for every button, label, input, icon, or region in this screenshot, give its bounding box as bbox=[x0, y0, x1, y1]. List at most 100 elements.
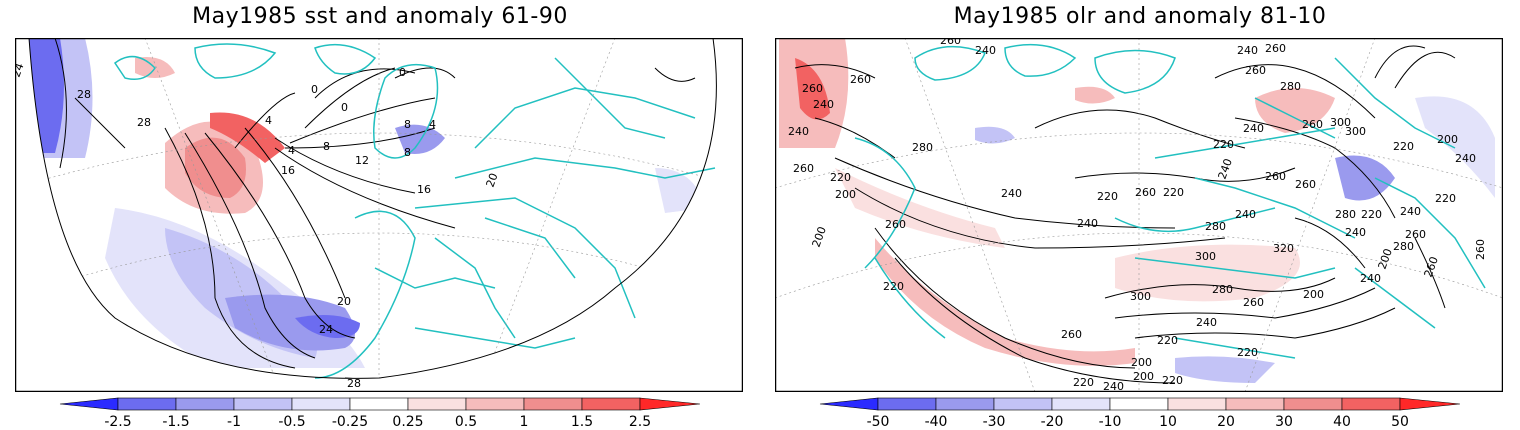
olr-map-frame: 260 240 260 240 240 260 220 280 240 220 … bbox=[775, 38, 1503, 392]
olr-colorbar-swatch bbox=[935, 397, 995, 411]
olr-contour-label: 220 bbox=[1073, 376, 1094, 389]
olr-contour-label: 300 bbox=[1345, 125, 1366, 138]
olr-coastlines bbox=[854, 43, 1486, 359]
olr-contour-label: 240 bbox=[1243, 122, 1264, 135]
olr-contour-label: 240 bbox=[1400, 205, 1421, 218]
sst-colorbar-label: -1 bbox=[227, 414, 241, 430]
olr-contour-label: 240 bbox=[1103, 380, 1124, 392]
olr-contour-label: 240 bbox=[1216, 157, 1235, 181]
olr-contour-label: 260 bbox=[1245, 64, 1266, 77]
sst-colorbar-label: 1 bbox=[520, 414, 529, 430]
olr-contour-label: 260 bbox=[1135, 186, 1156, 199]
olr-colorbar-label: -10 bbox=[1099, 414, 1122, 430]
olr-contour-label: 240 bbox=[975, 44, 996, 57]
sst-contour-label: 0 bbox=[311, 83, 318, 96]
olr-contour-label: 240 bbox=[1455, 152, 1476, 165]
olr-contour-label: 200 bbox=[1437, 133, 1458, 146]
olr-contour-label: 220 bbox=[1361, 208, 1382, 221]
olr-contour-label: 200 bbox=[810, 225, 829, 249]
sst-contour-label: 20 bbox=[484, 171, 501, 189]
sst-contour-label: 28 bbox=[137, 116, 151, 129]
olr-contour-label: 240 bbox=[1001, 187, 1022, 200]
olr-contour-label: 260 bbox=[1265, 170, 1286, 183]
olr-contours bbox=[794, 45, 1456, 384]
sst-colorbar-arrow-low bbox=[59, 397, 119, 411]
olr-graticule bbox=[775, 38, 1503, 392]
olr-contour-label: 320 bbox=[1273, 242, 1294, 255]
olr-contour-label: 220 bbox=[1097, 190, 1118, 203]
olr-contour-label: 220 bbox=[1157, 334, 1178, 347]
anomaly-pos-small-north bbox=[1075, 86, 1115, 104]
sst-colorbar-label: 0.25 bbox=[392, 414, 423, 430]
anomaly-neg-small-center bbox=[975, 126, 1015, 144]
olr-contour-label: 220 bbox=[883, 280, 904, 293]
olr-contour-label: 300 bbox=[1195, 250, 1216, 263]
olr-contour-label: 260 bbox=[1474, 239, 1487, 260]
sst-contour-label: 8 bbox=[404, 146, 411, 159]
olr-contour-label: 220 bbox=[1163, 186, 1184, 199]
olr-contour-label: 260 bbox=[850, 73, 871, 86]
olr-contour-label: 260 bbox=[802, 82, 823, 95]
sst-contour-label: 4 bbox=[288, 144, 295, 157]
anomaly-neg-southeast bbox=[225, 294, 355, 351]
sst-colorbar-swatch bbox=[523, 397, 583, 411]
sst-contours bbox=[54, 38, 696, 379]
olr-contour-label: 300 bbox=[1330, 116, 1351, 129]
sst-map: 24 28 28 0 0 0 4 4 4 8 8 8 12 16 16 20 2… bbox=[15, 38, 743, 392]
olr-contour-label: 240 bbox=[813, 98, 834, 111]
olr-colorbar-swatch bbox=[993, 397, 1053, 411]
sst-colorbar-label: -0.5 bbox=[278, 414, 305, 430]
sst-colorbar-swatch bbox=[117, 397, 177, 411]
olr-anomaly-shading bbox=[779, 38, 1495, 383]
sst-contour-label: 8 bbox=[323, 140, 330, 153]
anomaly-pos-arc bbox=[875, 238, 1135, 366]
olr-contour-label: 260 bbox=[1061, 328, 1082, 341]
olr-contour-label: 280 bbox=[1212, 283, 1233, 296]
anomaly-pos-east bbox=[1255, 88, 1335, 133]
olr-contour-label: 220 bbox=[830, 171, 851, 184]
sst-colorbar-swatch bbox=[349, 397, 409, 411]
sst-colorbar-label: -2.5 bbox=[104, 414, 131, 430]
sst-coastlines bbox=[113, 43, 716, 379]
sst-colorbar-label: 0.5 bbox=[455, 414, 477, 430]
sst-colorbar-swatch bbox=[233, 397, 293, 411]
olr-map-border bbox=[775, 38, 1503, 392]
sst-map-frame: 24 28 28 0 0 0 4 4 4 8 8 8 12 16 16 20 2… bbox=[15, 38, 743, 392]
olr-colorbar-label: -40 bbox=[925, 414, 948, 430]
sst-contour-label: 0 bbox=[341, 101, 348, 114]
olr-colorbar-graphic: -50 -40 -30 -20 -10 10 20 30 40 50 bbox=[819, 397, 1461, 430]
olr-contour-label: 280 bbox=[1205, 220, 1226, 233]
olr-contour-label: 240 bbox=[1196, 316, 1217, 329]
olr-colorbar-swatch bbox=[1225, 397, 1285, 411]
olr-colorbar-label: -20 bbox=[1041, 414, 1064, 430]
anomaly-pos-north-africa bbox=[1115, 244, 1300, 302]
sst-map-boundary bbox=[28, 38, 717, 379]
olr-contour-label: 200 bbox=[1133, 370, 1154, 383]
olr-contour-label: 240 bbox=[1360, 272, 1381, 285]
sst-colorbar-label: 1.5 bbox=[571, 414, 593, 430]
olr-contour-label: 260 bbox=[1405, 228, 1426, 241]
olr-contour-label: 260 bbox=[1295, 178, 1316, 191]
sst-contour-label: 12 bbox=[355, 154, 369, 167]
sst-colorbar-swatch bbox=[407, 397, 467, 411]
olr-contour-label: 260 bbox=[1265, 42, 1286, 55]
olr-contour-label: 260 bbox=[1243, 296, 1264, 309]
olr-contour-label: 240 bbox=[1345, 226, 1366, 239]
olr-colorbar-swatch bbox=[1109, 397, 1169, 411]
olr-colorbar-label: 30 bbox=[1275, 414, 1293, 430]
sst-contour-label: 16 bbox=[281, 164, 295, 177]
olr-colorbar-swatch bbox=[1167, 397, 1227, 411]
olr-contour-label: 220 bbox=[1213, 138, 1234, 151]
anomaly-neg-south bbox=[1175, 356, 1275, 383]
sst-contour-label: 28 bbox=[77, 88, 91, 101]
olr-colorbar-label: 10 bbox=[1159, 414, 1177, 430]
anomaly-neg-core-south bbox=[295, 314, 360, 338]
sst-colorbar-swatch bbox=[465, 397, 525, 411]
sst-colorbar-label: -1.5 bbox=[162, 414, 189, 430]
olr-colorbar: -50 -40 -30 -20 -10 10 20 30 40 50 bbox=[760, 396, 1520, 430]
olr-colorbar-label: 50 bbox=[1391, 414, 1409, 430]
sst-contour-label: 4 bbox=[265, 114, 272, 127]
sst-panel: May1985 sst and anomaly 61-90 bbox=[15, 4, 743, 430]
sst-contour-label: 20 bbox=[337, 295, 351, 308]
sst-contour-label: 0 bbox=[399, 66, 406, 79]
